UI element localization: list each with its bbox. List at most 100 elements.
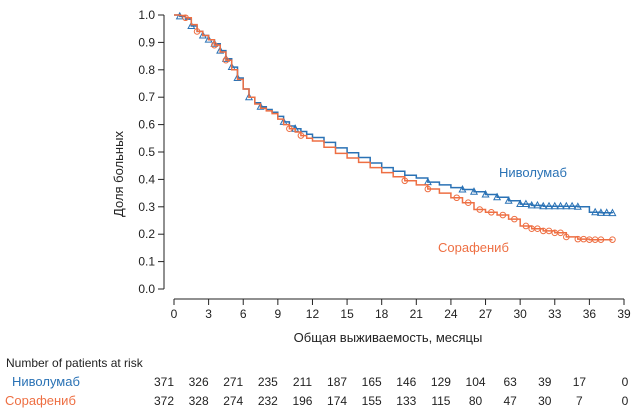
sorafenib-censor-marker (522, 222, 530, 230)
nivolumab-censor-marker (527, 200, 536, 209)
risk-value: 0 (622, 375, 629, 389)
risk-row-label-nivolumab: Ниволумаб (12, 374, 80, 389)
y-tick-label: 1.0 (138, 8, 155, 22)
nivolumab-censor-marker (216, 46, 225, 54)
y-tick-label: 0.4 (138, 172, 155, 186)
risk-value: 155 (362, 394, 382, 408)
series-layer (174, 11, 617, 243)
nivolumab-censor-marker (516, 199, 525, 208)
nivolumab-censor-marker (458, 184, 467, 193)
sorafenib-censor-marker (464, 199, 472, 206)
nivolumab-curve-label: Ниволумаб (499, 165, 567, 180)
y-tick-label: 0.1 (138, 255, 155, 269)
risk-value: 196 (292, 394, 312, 408)
x-tick-label: 6 (240, 307, 247, 321)
risk-value: 372 (154, 394, 174, 408)
sorafenib-censor-marker (286, 125, 293, 133)
risk-value: 211 (293, 375, 312, 389)
nivolumab-censor-marker (602, 208, 611, 216)
x-tick-label: 9 (275, 307, 282, 321)
sorafenib-censor-marker (563, 233, 570, 241)
risk-value: 30 (538, 394, 552, 408)
y-axis-label: Доля больных (111, 131, 126, 217)
risk-table-title: Number of patients at risk (6, 356, 144, 370)
nivolumab-curve (174, 14, 614, 214)
sorafenib-censor-marker (609, 236, 616, 243)
nivolumab-censor-marker (233, 73, 242, 82)
risk-values: 371 326 271 235 211 187 165 146 129 104 63 39 17 0 372… (154, 375, 629, 408)
x-tick-label: 30 (513, 307, 527, 321)
sorafenib-censor-marker (424, 185, 432, 193)
risk-value: 326 (189, 375, 209, 389)
nivolumab-censor-marker (533, 200, 542, 209)
x-tick-label: 39 (617, 307, 631, 321)
risk-value: 39 (538, 375, 552, 389)
risk-value: 274 (223, 394, 243, 408)
risk-value: 47 (503, 394, 517, 408)
x-tick-label: 15 (340, 307, 354, 321)
nivolumab-censor-marker (591, 207, 600, 216)
nivolumab-censor-marker (568, 201, 577, 210)
nivolumab-censor-marker (544, 201, 554, 210)
x-tick-label: 18 (375, 307, 389, 321)
nivolumab-censor-marker (608, 208, 617, 217)
sorafenib-curve-label: Сорафениб (438, 240, 509, 255)
nivolumab-censor-marker (573, 202, 582, 210)
y-tick-label: 0.7 (138, 90, 155, 104)
nivolumab-censor-marker (504, 196, 513, 204)
x-tick-label: 33 (548, 307, 562, 321)
risk-value: 187 (327, 375, 347, 389)
x-tick-label: 36 (583, 307, 597, 321)
nivolumab-censor-marker (187, 21, 196, 29)
risk-value: 129 (431, 375, 451, 389)
sorafenib-censor-marker (182, 14, 189, 22)
sorafenib-censor-marker (453, 194, 460, 202)
risk-value: 104 (466, 375, 486, 389)
nivolumab-censor-marker (256, 102, 265, 110)
sorafenib-censor-marker (557, 229, 564, 237)
risk-value: 80 (469, 394, 483, 408)
x-tick-label: 24 (444, 307, 458, 321)
risk-value: 371 (154, 375, 174, 389)
y-tick-label: 0.6 (138, 118, 155, 132)
nivolumab-censor-marker (493, 192, 502, 201)
y-tick-label: 0.5 (138, 145, 155, 159)
nivolumab-censor-marker (596, 208, 605, 216)
x-tick-label: 21 (410, 307, 424, 321)
risk-value: 7 (576, 394, 583, 408)
nivolumab-censor-marker (469, 187, 479, 195)
sorafenib-curve (174, 14, 613, 241)
risk-value: 232 (258, 394, 278, 408)
risk-value: 165 (362, 375, 382, 389)
risk-value: 133 (396, 394, 416, 408)
nivolumab-censor-marker (550, 201, 559, 210)
sorafenib-censor-marker (499, 211, 507, 219)
risk-value: 328 (189, 394, 209, 408)
nivolumab-censor-marker (481, 189, 490, 198)
sorafenib-censor-marker (488, 208, 495, 216)
sorafenib-censor-marker (511, 215, 518, 223)
y-tick-label: 0.0 (138, 282, 155, 296)
sorafenib-censor-marker (222, 56, 230, 64)
risk-value: 235 (258, 375, 278, 389)
x-axis: 0 3 6 9 12 15 18 21 24 27 30 33 36 39 (171, 298, 631, 321)
risk-value: 17 (573, 375, 587, 389)
risk-value: 0 (622, 394, 629, 408)
y-axis: 0.0 0.1 0.2 0.3 0.4 0.5 0.6 0.7 0.8 0.9 1.0 (138, 8, 165, 296)
y-tick-label: 0.9 (138, 35, 155, 49)
x-tick-label: 27 (479, 307, 493, 321)
x-tick-label: 12 (306, 307, 320, 321)
nivolumab-censor-marker (539, 201, 548, 210)
risk-value: 174 (327, 394, 347, 408)
y-tick-label: 0.2 (138, 227, 155, 241)
sorafenib-censor-marker (401, 177, 409, 185)
y-tick-label: 0.8 (138, 63, 155, 77)
nivolumab-censor-marker (562, 201, 571, 210)
nivolumab-censor-marker (556, 201, 565, 210)
risk-table: Number of patients at risk Ниволумаб Сор… (5, 356, 629, 408)
risk-row-label-sorafenib: Сорафениб (5, 393, 76, 408)
sorafenib-censor-marker (297, 132, 305, 139)
risk-value: 146 (396, 375, 416, 389)
x-tick-label: 0 (171, 307, 178, 321)
